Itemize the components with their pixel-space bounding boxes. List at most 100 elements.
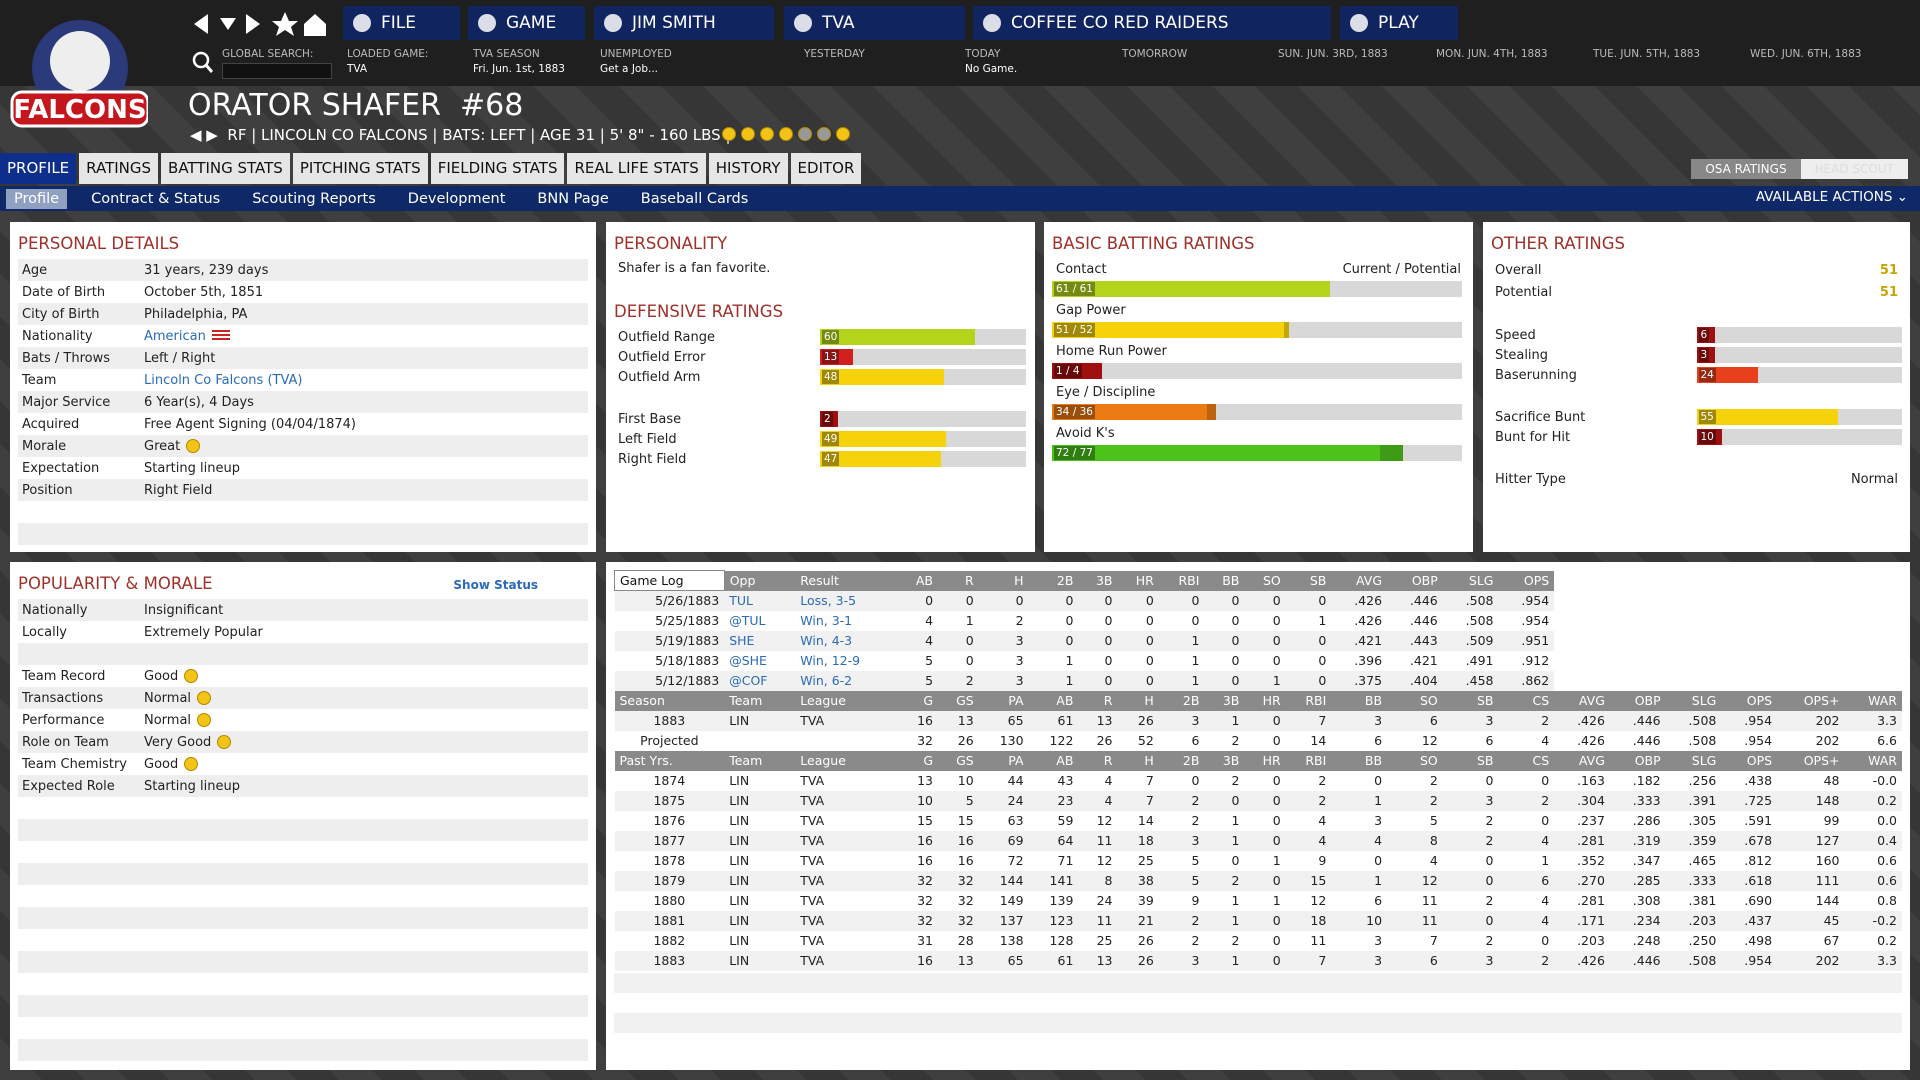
header-cell: AB [1028,750,1079,771]
header-cell: Opp [724,570,796,591]
cell: 202 [1815,733,1840,748]
right-tab[interactable]: OSA RATINGS [1691,159,1801,179]
cell[interactable]: TUL [724,590,796,611]
cell: 14 [1137,813,1154,828]
rating-bar: 3 [1696,347,1902,363]
cell: TVA [795,950,899,971]
spacer [1491,303,1902,325]
cell: 16 [957,853,974,868]
nav-label[interactable]: JIM SMITH [632,13,716,33]
tab[interactable]: FIELDING STATS [430,153,565,184]
cell[interactable]: Win, 6-2 [795,670,899,691]
detail-row: Acquired Free Agent Signing (04/04/1874) [18,413,588,435]
cell: 11 [1078,910,1118,931]
nav-info: UNEMPLOYED Get a Job... [600,47,672,77]
tab[interactable]: REAL LIFE STATS [567,153,706,184]
nav-button[interactable]: COFFEE CO RED RAIDERS [973,6,1331,40]
actions[interactable]: AVAILABLE ACTIONS ⌄ [1755,189,1908,205]
cell: 2 [1158,910,1205,931]
cell: 2 [1485,813,1494,828]
tab[interactable]: EDITOR [790,153,862,184]
detail-value[interactable]: American [144,328,206,344]
detail-value: Philadelphia, PA [144,306,248,322]
cell: 8 [1078,870,1118,891]
rating-bar: 13 [820,349,1026,365]
cell: 72 [1007,853,1024,868]
cell: 1 [1158,670,1205,691]
detail-value[interactable]: Lincoln Co Falcons (TVA) [144,372,303,388]
subtab[interactable]: Baseball Cards [640,190,749,207]
cell[interactable]: Loss, 3-5 [795,590,899,611]
cell[interactable]: Win, 3-1 [800,613,853,628]
blank-row [18,841,588,863]
cell[interactable]: @SHE [729,653,767,668]
tab[interactable]: BATTING STATS [161,153,290,184]
subtab[interactable]: Development [407,190,506,207]
show-status[interactable]: Show Status [453,577,538,592]
cell: .508 [1688,733,1717,748]
cell[interactable]: @TUL [729,613,766,628]
header-cell: H [1117,690,1159,711]
tab[interactable]: PROFILE [0,153,77,184]
cell: 18 [1117,830,1159,851]
cell: 1 [1158,630,1205,651]
detail-key: Expected Role [22,778,115,794]
cell: 6 [1191,733,1200,748]
cell[interactable]: SHE [724,630,796,651]
nav-label[interactable]: GAME [506,13,557,33]
bar-label: 34 / 36 [1054,405,1095,419]
header-cell: CS [1498,750,1555,771]
header-cell: 2B [1158,690,1205,711]
actions-label[interactable]: AVAILABLE ACTIONS [1755,189,1893,205]
nav-button[interactable]: JIM SMITH [594,6,774,40]
rating-name: Left Field [618,431,677,447]
detail-value: Good [144,756,179,772]
subtab[interactable]: BNN Page [537,190,609,207]
tab[interactable]: HISTORY [708,153,788,184]
cell: 5/25/1883 [655,613,720,628]
cell: .404 [1387,670,1443,691]
cell: 0 [938,590,979,611]
cell: 3 [1015,653,1024,668]
cell: 6 [1485,733,1494,748]
subtab[interactable]: Profile [6,188,68,209]
cell: .359 [1665,830,1722,851]
cell: 0 [1065,613,1074,628]
cell: 0 [898,590,939,611]
subtab[interactable]: Contract & Status [91,190,221,207]
cell[interactable]: Win, 4-3 [795,630,899,651]
cell: .171 [1554,910,1610,931]
header-cell: SO [1387,690,1443,711]
cell: 0 [1117,590,1159,611]
cell: 4 [898,630,939,651]
info-label: GLOBAL SEARCH: [222,48,314,60]
cell: 4 [1331,830,1388,851]
nav-label[interactable]: PLAY [1378,13,1419,33]
search-box[interactable] [222,63,332,79]
subtab[interactable]: Scouting Reports [252,190,376,207]
header-cell[interactable]: Game Log [614,570,725,591]
cell[interactable]: @COF [724,670,796,691]
rating-name: Avoid K's [1056,425,1115,441]
right-tab[interactable]: HEAD SCOUT [1800,159,1908,179]
cell: .305 [1688,813,1717,828]
bar-label: 10 [1698,430,1716,444]
nav-button[interactable]: GAME [468,6,585,40]
detail-row: City of Birth Philadelphia, PA [18,303,588,325]
nav-info: WED. JUN. 6TH, 1883 [1750,47,1861,62]
cell[interactable]: Win, 12-9 [800,653,861,668]
cell: 13 [1078,950,1118,971]
cell: .508 [1665,710,1722,731]
nav-label[interactable]: TVA [822,13,855,33]
nav-button[interactable]: FILE [343,6,460,40]
cell: 1874 [653,773,686,788]
nav-label[interactable]: COFFEE CO RED RAIDERS [1011,13,1229,33]
nav-button[interactable]: PLAY [1340,6,1458,40]
cell: 1 [1204,950,1245,971]
tab[interactable]: RATINGS [79,153,159,184]
nav-label[interactable]: FILE [381,13,417,33]
nav-button[interactable]: TVA [784,6,965,40]
detail-value: Left / Right [144,350,216,366]
cell: 2 [1158,790,1205,811]
tab[interactable]: PITCHING STATS [292,153,428,184]
